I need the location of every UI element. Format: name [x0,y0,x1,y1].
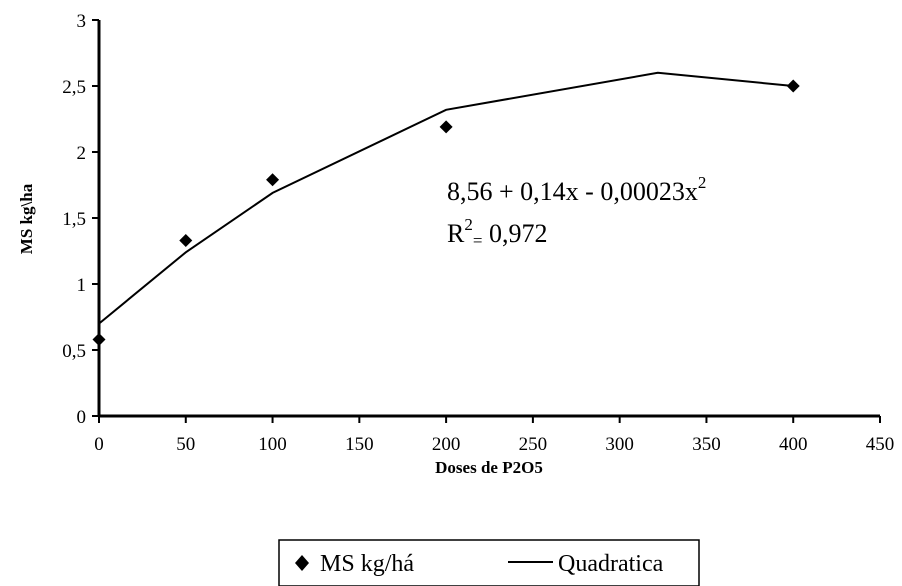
legend-diamond-icon [295,555,309,571]
r-squared-equals: = [473,231,483,250]
y-axis-ticks: 0 0,5 1 1,5 2 2,5 3 [62,11,99,428]
x-tick-label: 200 [432,434,461,455]
legend: MS kg/há Quadratica [278,539,700,586]
y-tick-label: 2 [77,143,87,164]
legend-box [278,539,700,586]
svg-text:8,56 + 0,14x - 0,00023x2: 8,56 + 0,14x - 0,00023x2 [447,173,706,206]
x-tick-label: 150 [345,434,374,455]
r-squared-label: R [447,219,465,248]
axes [97,20,880,418]
x-tick-label: 450 [866,434,895,455]
x-tick-label: 300 [605,434,634,455]
y-tick-label: 0 [77,407,87,428]
legend-label-line: Quadratica [558,551,664,577]
legend-label-scatter: MS kg/há [320,551,414,577]
data-point [439,120,453,134]
data-point [786,79,800,93]
data-point [266,173,280,187]
x-tick-label: 50 [176,434,195,455]
equation-exponent: 2 [698,173,707,192]
plot-area [92,71,800,346]
y-tick-label: 3 [77,11,87,32]
x-tick-label: 400 [779,434,808,455]
y-tick-label: 1,5 [62,209,86,230]
y-axis-title: MS kg\ha [17,183,36,254]
x-tick-label: 350 [692,434,721,455]
x-tick-label: 0 [94,434,104,455]
x-axis-title: Doses de P2O5 [435,458,543,477]
r-squared-exponent: 2 [464,215,473,234]
y-tick-label: 2,5 [62,77,86,98]
x-tick-label: 100 [258,434,287,455]
y-tick-label: 1 [77,275,87,296]
x-axis-ticks: 0 50 100 150 200 250 300 350 400 450 [94,416,894,455]
equation-annotation: 8,56 + 0,14x - 0,00023x2 R2= 0,972 [447,173,706,250]
r-squared-value: 0,972 [482,219,547,248]
svg-text:R2= 0,972: R2= 0,972 [447,215,547,250]
data-point [179,233,193,247]
equation-text: 8,56 + 0,14x - 0,00023x [447,177,698,206]
data-point [92,332,106,346]
y-tick-label: 0,5 [62,341,86,362]
quadratic-fit-line [98,71,794,325]
x-tick-label: 250 [519,434,548,455]
